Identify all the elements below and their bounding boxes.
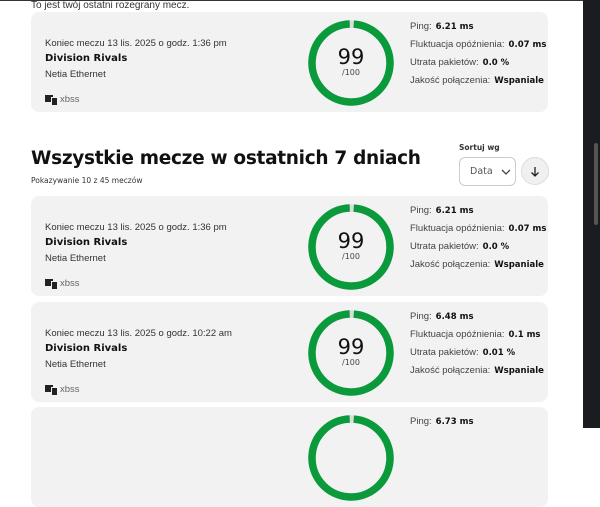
stat-value: 6.21 ms xyxy=(435,22,474,32)
devices-icon xyxy=(45,279,58,290)
stat-ping: Ping: 6.21 ms xyxy=(410,202,546,220)
stat-loss: Utrata pakietów: 0.01 % xyxy=(410,344,544,362)
stat-ping: Ping: 6.21 ms xyxy=(410,18,546,36)
arrow-down-icon xyxy=(531,166,539,177)
sort-label: Sortuj wg xyxy=(459,143,500,152)
match-card[interactable]: Koniec meczu 13 lis. 2025 o godz. 1:36 p… xyxy=(31,196,548,296)
scrollbar-track[interactable] xyxy=(583,0,600,428)
stat-jitter: Fluktuacja opóźnienia: 0.07 ms xyxy=(410,220,546,238)
game-mode: Division Rivals xyxy=(45,53,128,64)
stat-value: Wspaniale xyxy=(494,76,544,86)
connection-stats: Ping: 6.73 ms xyxy=(410,413,474,431)
device: xbss xyxy=(45,384,80,396)
stat-value: 6.21 ms xyxy=(435,206,474,216)
stat-value: 0.07 ms xyxy=(508,224,547,234)
match-count: Pokazywanie 10 z 45 meczów xyxy=(31,176,143,185)
stat-loss: Utrata pakietów: 0.0 % xyxy=(410,54,546,72)
connection-stats: Ping: 6.21 ms Fluktuacja opóźnienia: 0.07 m… xyxy=(410,18,546,90)
sort-direction-button[interactable] xyxy=(521,157,549,185)
connection-stats: Ping: 6.48 ms Fluktuacja opóźnienia: 0.1 ms… xyxy=(410,308,544,380)
score-gauge xyxy=(308,204,394,290)
devices-icon xyxy=(45,385,58,396)
stat-ping: Ping: 6.48 ms xyxy=(410,308,544,326)
device-name: xbss xyxy=(60,94,80,105)
match-card[interactable]: Ping: 6.73 ms xyxy=(31,407,548,507)
device-name: xbss xyxy=(60,384,80,395)
match-end-time: Koniec meczu 13 lis. 2025 o godz. 1:36 p… xyxy=(45,222,227,233)
devices-icon xyxy=(45,95,58,106)
stat-label: Jakość połączenia: xyxy=(410,259,491,270)
match-card[interactable]: Koniec meczu 13 lis. 2025 o godz. 1:36 p… xyxy=(31,12,548,112)
score-value: 99 xyxy=(337,335,365,359)
device-name: xbss xyxy=(60,278,80,289)
game-mode: Division Rivals xyxy=(45,343,128,354)
stat-value: 0.01 % xyxy=(482,348,516,358)
stat-value: 6.48 ms xyxy=(435,312,474,322)
stat-label: Utrata pakietów: xyxy=(410,57,479,68)
match-end-time: Koniec meczu 13 lis. 2025 o godz. 10:22 … xyxy=(45,328,232,339)
stat-value: 6.73 ms xyxy=(435,417,474,427)
gauge-fill xyxy=(308,415,394,501)
game-mode: Division Rivals xyxy=(45,237,128,248)
stat-value: 0.07 ms xyxy=(508,40,547,50)
stat-label: Ping: xyxy=(410,311,432,322)
intro-text: To jest twój ostatni rozegrany mecz. xyxy=(31,0,190,11)
stat-label: Fluktuacja opóźnienia: xyxy=(410,329,505,340)
stat-label: Jakość połączenia: xyxy=(410,75,491,86)
match-end-time: Koniec meczu 13 lis. 2025 o godz. 1:36 p… xyxy=(45,38,227,49)
stat-label: Fluktuacja opóźnienia: xyxy=(410,223,505,234)
network-name: Netia Ethernet xyxy=(45,253,106,264)
chevron-down-icon xyxy=(501,169,511,175)
score-value: 99 xyxy=(337,229,365,253)
stat-quality: Jakość połączenia: Wspaniale xyxy=(410,256,546,274)
stat-label: Jakość połączenia: xyxy=(410,365,491,376)
sort-value: Data xyxy=(470,166,493,177)
section-title: Wszystkie mecze w ostatnich 7 dniach xyxy=(31,148,421,169)
stat-quality: Jakość połączenia: Wspaniale xyxy=(410,362,544,380)
score-value: 99 xyxy=(337,45,365,69)
network-name: Netia Ethernet xyxy=(45,359,106,370)
stat-label: Ping: xyxy=(410,416,432,427)
stat-label: Ping: xyxy=(410,205,432,216)
connection-stats: Ping: 6.21 ms Fluktuacja opóźnienia: 0.07 m… xyxy=(410,202,546,274)
score-gauge xyxy=(308,415,394,501)
stat-label: Utrata pakietów: xyxy=(410,347,479,358)
score-gauge xyxy=(308,20,394,106)
stat-value: 0.0 % xyxy=(482,58,510,68)
stat-quality: Jakość połączenia: Wspaniale xyxy=(410,72,546,90)
score-max: /100 xyxy=(342,252,360,261)
stat-jitter: Fluktuacja opóźnienia: 0.1 ms xyxy=(410,326,544,344)
stat-ping: Ping: 6.73 ms xyxy=(410,413,474,431)
stat-value: 0.0 % xyxy=(482,242,510,252)
score-gauge xyxy=(308,310,394,396)
window-top-border xyxy=(0,0,600,1)
stat-value: Wspaniale xyxy=(494,260,544,270)
score-max: /100 xyxy=(342,68,360,77)
sort-select[interactable]: Data xyxy=(459,157,516,186)
stat-label: Ping: xyxy=(410,21,432,32)
score-max: /100 xyxy=(342,358,360,367)
device: xbss xyxy=(45,278,80,290)
stat-value: Wspaniale xyxy=(494,366,544,376)
stat-jitter: Fluktuacja opóźnienia: 0.07 ms xyxy=(410,36,546,54)
stat-label: Fluktuacja opóźnienia: xyxy=(410,39,505,50)
stat-loss: Utrata pakietów: 0.0 % xyxy=(410,238,546,256)
stat-value: 0.1 ms xyxy=(508,330,541,340)
match-card[interactable]: Koniec meczu 13 lis. 2025 o godz. 10:22 … xyxy=(31,302,548,402)
network-name: Netia Ethernet xyxy=(45,69,106,80)
stat-label: Utrata pakietów: xyxy=(410,241,479,252)
device: xbss xyxy=(45,94,80,106)
scrollbar-thumb[interactable] xyxy=(594,143,598,225)
